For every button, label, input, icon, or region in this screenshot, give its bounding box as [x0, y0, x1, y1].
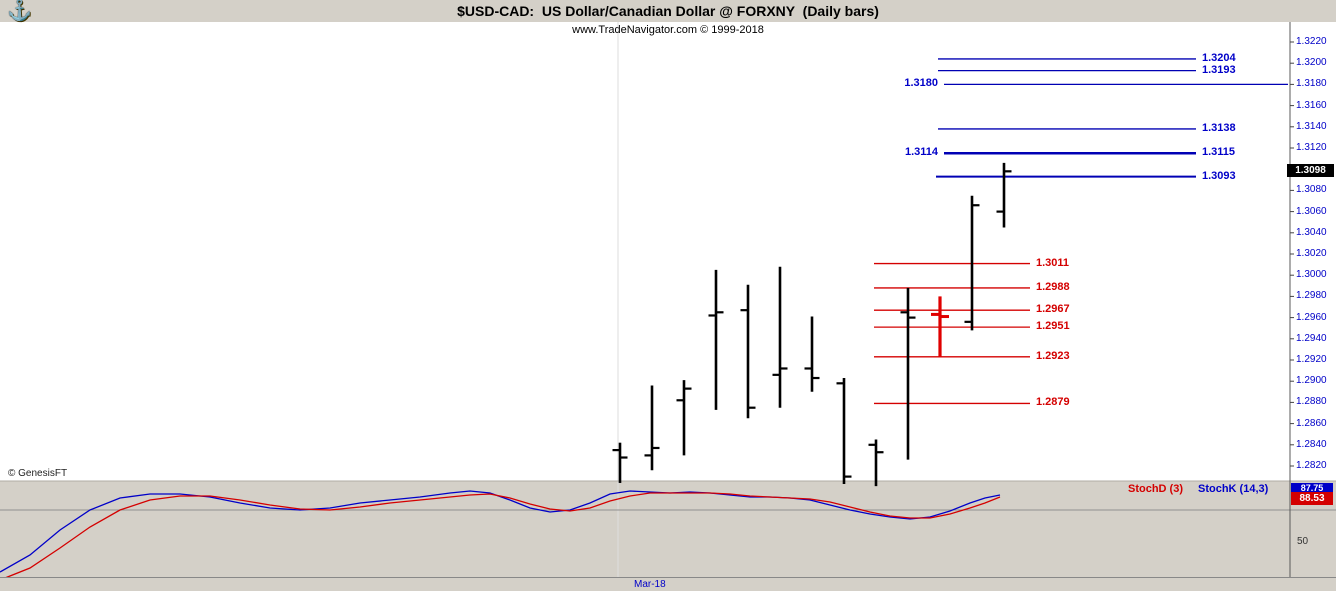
- price-tick-label: 1.2840: [1296, 438, 1327, 450]
- price-tick-label: 1.2960: [1296, 311, 1327, 323]
- stochk-legend-label[interactable]: StochK (14,3): [1198, 483, 1269, 495]
- stoch-midline-label: 50: [1297, 536, 1309, 547]
- price-tick-label: 1.3140: [1296, 120, 1327, 132]
- price-tick-label: 1.3180: [1296, 78, 1327, 90]
- support-label[interactable]: 1.2923: [1036, 349, 1070, 362]
- price-tick-label: 1.3040: [1296, 226, 1327, 238]
- genesisft-watermark: © GenesisFT: [8, 468, 68, 479]
- price-pane[interactable]: [0, 22, 1336, 481]
- resistance-label[interactable]: 1.3114: [904, 146, 938, 159]
- price-tick-label: 1.3220: [1296, 36, 1327, 47]
- resistance-label[interactable]: 1.3193: [1202, 63, 1236, 76]
- chart-title: $USD-CAD: US Dollar/Canadian Dollar @ FO…: [457, 3, 879, 19]
- stochk-value-badge: 87.75: [1291, 483, 1333, 494]
- resistance-label[interactable]: 1.3115: [1202, 146, 1236, 159]
- price-tick-label: 1.3160: [1296, 99, 1327, 111]
- stochd-legend-label[interactable]: StochD (3): [1128, 483, 1183, 495]
- support-label[interactable]: 1.3011: [1036, 256, 1070, 269]
- support-label[interactable]: 1.2879: [1036, 396, 1070, 409]
- resistance-label[interactable]: 1.3093: [1202, 169, 1236, 182]
- chart-subtitle: www.TradeNavigator.com © 1999-2018: [572, 24, 764, 36]
- resistance-label[interactable]: 1.3138: [1202, 121, 1236, 134]
- support-label[interactable]: 1.2988: [1036, 280, 1070, 293]
- stochd-value-badge: 88.53: [1291, 492, 1333, 505]
- time-axis-label: Mar-18: [634, 579, 666, 590]
- price-tick-label: 1.2900: [1296, 375, 1327, 387]
- price-tick-label: 1.2860: [1296, 417, 1327, 429]
- support-label[interactable]: 1.2967: [1036, 303, 1070, 316]
- price-tick-label: 1.3000: [1296, 269, 1327, 281]
- price-tick-label: 1.2980: [1296, 290, 1327, 302]
- resistance-label[interactable]: 1.3204: [1202, 51, 1236, 64]
- price-tick-label: 1.3060: [1296, 205, 1327, 217]
- price-tick-label: 1.3020: [1296, 248, 1327, 259]
- price-tick-label: 1.3080: [1296, 184, 1327, 196]
- price-tick-label: 1.2920: [1296, 354, 1327, 365]
- price-tick-label: 1.3200: [1296, 57, 1327, 69]
- resistance-label[interactable]: 1.3180: [904, 77, 938, 90]
- price-tick-label: 1.2820: [1296, 460, 1327, 471]
- price-tick-label: 1.2880: [1296, 396, 1327, 408]
- title-bar: $USD-CAD: US Dollar/Canadian Dollar @ FO…: [0, 0, 1336, 22]
- price-tick-label: 1.2940: [1296, 332, 1327, 344]
- price-tick-label: 1.3120: [1296, 142, 1327, 153]
- support-label[interactable]: 1.2951: [1036, 320, 1070, 333]
- time-axis[interactable]: Mar-18: [0, 577, 1336, 591]
- last-price-badge: 1.3098: [1287, 164, 1334, 177]
- anchor-icon[interactable]: ⚓: [7, 0, 32, 22]
